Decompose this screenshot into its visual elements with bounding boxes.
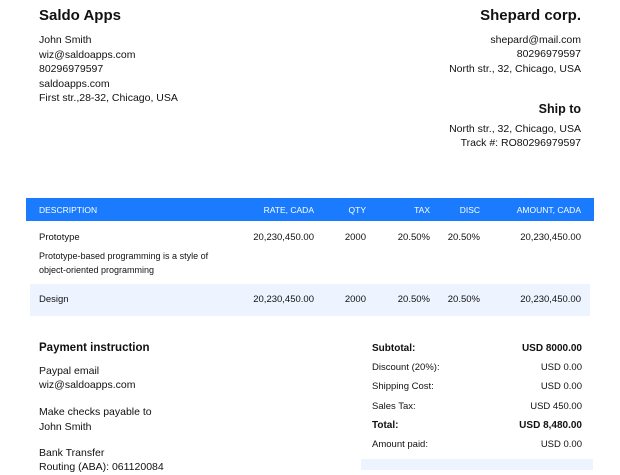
item-description: Design [39, 294, 69, 305]
item-amount: 20,230,450.00 [520, 294, 581, 305]
col-disc: DISC [459, 205, 480, 215]
client-email: shepard@mail.com [490, 34, 581, 46]
item-tax: 20.50% [397, 294, 430, 305]
summary-value: USD 0.00 [540, 362, 582, 373]
seller-name: Saldo Apps [39, 7, 121, 24]
routing-number: Routing (ABA): 061120084 [39, 461, 164, 473]
summary-label: Amount paid: [372, 439, 428, 450]
ship-to-title: Ship to [538, 102, 581, 116]
paypal-label: Paypal email [39, 365, 100, 377]
col-tax: TAX [414, 205, 430, 215]
seller-address: First str.,28-32, Chicago, USA [39, 92, 178, 104]
col-description: DESCRIPTION [39, 205, 98, 215]
summary-label: Shipping Cost: [372, 381, 434, 392]
item-rate: 20,230,450.00 [253, 294, 314, 305]
summary-label: Discount (20%): [372, 362, 440, 373]
item-disc: 20.50% [447, 232, 480, 243]
checks-label: Make checks payable to [39, 406, 152, 418]
summary-label: Total: [372, 420, 399, 431]
table-row: Prototype Prototype-based programming is… [30, 226, 590, 282]
client-phone: 80296979597 [516, 48, 581, 60]
items-table-header: DESCRIPTION RATE, CADA QTY TAX DISC AMOU… [26, 198, 594, 221]
seller-email: wiz@saldoapps.com [39, 49, 136, 61]
seller-contact: John Smith [39, 34, 92, 46]
bank-label: Bank Transfer [39, 447, 105, 459]
summary-value: USD 0.00 [540, 439, 582, 450]
item-qty: 2000 [344, 294, 366, 305]
summary-value: USD 450.00 [530, 401, 582, 412]
ship-to-address: North str., 32, Chicago, USA [449, 123, 581, 135]
paypal-email: wiz@saldoapps.com [39, 379, 136, 391]
payment-title: Payment instruction [39, 342, 150, 354]
summary-value: USD 0.00 [540, 381, 582, 392]
summary-value: USD 8000.00 [521, 343, 582, 354]
item-rate: 20,230,450.00 [253, 232, 314, 243]
summary-label: Sales Tax: [372, 401, 416, 412]
item-description: Prototype [39, 232, 80, 243]
col-qty: QTY [348, 205, 366, 215]
seller-website: saldoapps.com [39, 78, 110, 90]
item-detail: Prototype-based programming is a style o… [39, 251, 209, 275]
checks-name: John Smith [39, 421, 92, 433]
summary-balance-row [361, 459, 593, 470]
col-amount: AMOUNT, CADA [516, 205, 581, 215]
client-name: Shepard corp. [480, 7, 581, 24]
col-rate: RATE, CADA [263, 205, 314, 215]
summary-label: Subtotal: [372, 343, 416, 354]
ship-to-track: Track #: RO80296979597 [460, 137, 581, 149]
client-address: North str., 32, Chicago, USA [449, 63, 581, 75]
table-row: Design 20,230,450.00 2000 20.50% 20.50% … [30, 284, 590, 316]
item-disc: 20.50% [447, 294, 480, 305]
summary-value: USD 8,480.00 [519, 420, 582, 431]
item-tax: 20.50% [397, 232, 430, 243]
item-qty: 2000 [344, 232, 366, 243]
item-amount: 20,230,450.00 [520, 232, 581, 243]
seller-phone: 80296979597 [39, 63, 104, 75]
